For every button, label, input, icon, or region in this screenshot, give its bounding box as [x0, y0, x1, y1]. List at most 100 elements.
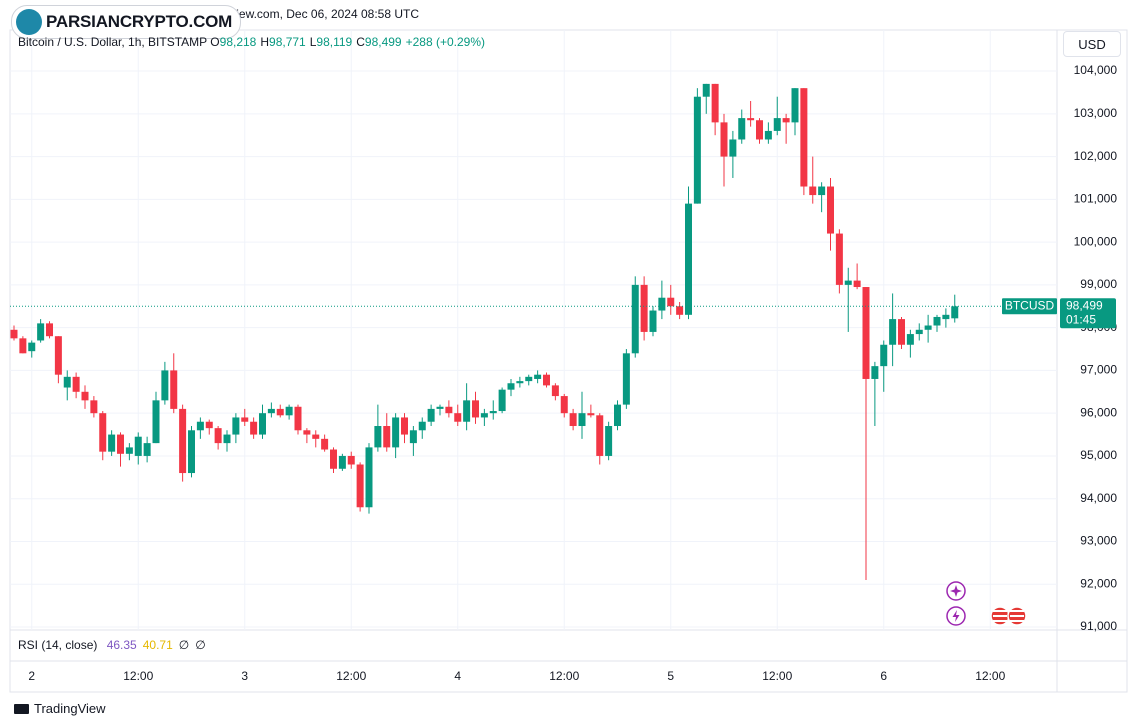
candle-body — [534, 374, 542, 379]
y-tick-label: 102,000 — [1074, 149, 1118, 163]
candle-body — [134, 436, 142, 456]
candle-body — [356, 464, 364, 508]
candle-body — [951, 306, 959, 319]
candle-body — [161, 370, 169, 401]
ohlc-label: L — [309, 35, 317, 49]
candle-body — [472, 400, 479, 418]
flag-stripe — [1010, 615, 1024, 617]
event-bolt — [952, 610, 960, 622]
x-tick-label: 12:00 — [549, 669, 579, 683]
candle-body — [409, 430, 417, 444]
event-star — [950, 585, 962, 597]
y-tick-label: 97,000 — [1080, 363, 1117, 377]
ohlc-value: 98,771 — [269, 35, 306, 49]
x-tick-label: 12:00 — [975, 669, 1005, 683]
candle-body — [560, 396, 568, 414]
flag-stripe — [1010, 620, 1024, 622]
candle-body — [658, 297, 666, 311]
candle-body — [614, 404, 621, 427]
candle-body — [835, 233, 843, 285]
candle-body — [347, 455, 355, 465]
x-tick-label: 6 — [880, 669, 887, 683]
candle-body — [19, 338, 27, 354]
ohlc-value: 98,218 — [219, 35, 257, 49]
ohlc-value: 98,119 — [316, 35, 353, 49]
candle-body — [321, 438, 329, 450]
candle-body — [773, 118, 781, 131]
flag-stripe — [1010, 610, 1024, 612]
candle-body — [915, 329, 923, 335]
y-tick-label: 103,000 — [1074, 106, 1118, 120]
y-tick-label: 99,000 — [1080, 277, 1117, 291]
candle-body — [241, 417, 249, 422]
candle-body — [54, 336, 62, 375]
candle-body — [312, 434, 320, 439]
candle-body — [276, 408, 284, 416]
candle-body — [365, 447, 373, 508]
ohlc-label: O — [210, 35, 220, 49]
symbol-tag: BTCUSD — [1005, 298, 1055, 312]
candle-body — [338, 455, 346, 469]
candle-body — [205, 421, 213, 429]
rsi-extra: ∅ — [178, 638, 190, 652]
ohlc-label: H — [260, 35, 270, 49]
candle-body — [649, 310, 657, 332]
candle-body — [942, 314, 950, 320]
candle-body — [63, 376, 71, 388]
event-icons — [946, 581, 1027, 626]
candle-body — [250, 421, 258, 435]
candle-body — [685, 203, 692, 315]
currency-button[interactable]: USD — [1063, 31, 1121, 57]
watermark-icon — [16, 9, 42, 35]
candle-body — [871, 366, 879, 379]
candle-body — [28, 342, 36, 352]
candle-body — [108, 434, 116, 452]
candle-body — [898, 319, 905, 345]
candle-body — [392, 417, 400, 448]
brand: TradingView — [34, 701, 106, 716]
candle-body — [622, 353, 630, 405]
candle-body — [143, 443, 151, 456]
candle-body — [587, 413, 595, 416]
y-tick-label: 95,000 — [1080, 448, 1117, 462]
candle-body — [223, 434, 231, 444]
last-price-label: 98,499 — [1066, 298, 1103, 312]
x-tick-label: 3 — [241, 669, 248, 683]
flag-stripe — [993, 610, 1007, 612]
candle-body — [489, 411, 497, 414]
candle-body — [720, 122, 728, 157]
ohlc-label: C — [356, 35, 365, 49]
y-tick-label: 96,000 — [1080, 405, 1117, 419]
last-price-badge — [1060, 298, 1116, 329]
candle-body — [756, 120, 763, 140]
x-tick-label: 12:00 — [762, 669, 792, 683]
candle-body — [401, 417, 408, 435]
rsi-title: RSI (14, close) — [18, 638, 98, 652]
y-tick-label: 91,000 — [1080, 619, 1117, 633]
candle-body — [800, 88, 808, 187]
candle-body — [285, 406, 293, 416]
candle-body — [809, 186, 817, 196]
candle-body — [125, 447, 133, 454]
candle-body — [179, 408, 187, 474]
candle-body — [667, 297, 675, 307]
rsi-value: 40.71 — [142, 638, 173, 652]
candle-body — [578, 413, 586, 427]
candle-body — [729, 139, 737, 157]
candle-body — [436, 406, 444, 409]
watermark-text: PARSIANCRYPTO.COM — [46, 12, 233, 31]
candle-body — [330, 449, 337, 469]
candle-body — [445, 406, 453, 414]
candle-body — [782, 118, 790, 123]
flag-stripe — [993, 620, 1007, 622]
candle-body — [294, 406, 302, 431]
candle-body — [924, 325, 932, 330]
candle-body — [711, 83, 719, 123]
footer: TradingView — [14, 701, 106, 716]
y-tick-label: 101,000 — [1074, 192, 1118, 206]
candle-body — [747, 118, 755, 121]
candle-body — [72, 376, 80, 392]
y-tick-label: 100,000 — [1074, 234, 1118, 248]
